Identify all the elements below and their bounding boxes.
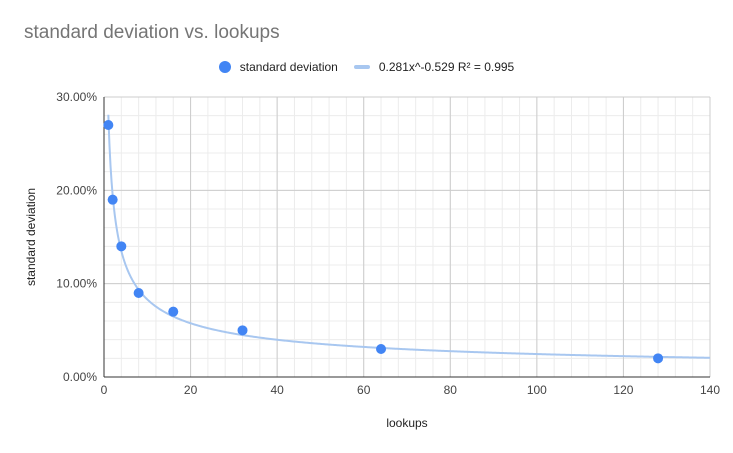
y-axis-title: standard deviation bbox=[24, 188, 38, 286]
y-tick-label: 10.00% bbox=[56, 277, 97, 291]
data-point bbox=[116, 241, 127, 252]
data-point bbox=[103, 120, 114, 130]
data-point bbox=[376, 344, 387, 354]
legend-trendline-marker bbox=[353, 65, 370, 69]
data-point bbox=[168, 306, 179, 317]
legend-series-label: standard deviation bbox=[239, 60, 338, 74]
x-axis-title: lookups bbox=[386, 416, 427, 430]
x-tick-label: 100 bbox=[527, 383, 547, 397]
x-tick-label: 20 bbox=[184, 383, 198, 397]
x-tick-label: 140 bbox=[700, 383, 720, 397]
legend: standard deviation 0.281x^-0.529 R² = 0.… bbox=[0, 60, 733, 74]
x-tick-label: 60 bbox=[357, 383, 371, 397]
legend-series-marker bbox=[218, 61, 231, 73]
trendline bbox=[107, 114, 710, 359]
data-point bbox=[107, 194, 118, 205]
data-point bbox=[653, 353, 664, 364]
legend-item-series[interactable]: standard deviation bbox=[218, 60, 338, 74]
x-tick-label: 0 bbox=[101, 383, 108, 397]
y-tick-label: 0.00% bbox=[63, 370, 97, 384]
chart-title: standard deviation vs. lookups bbox=[24, 22, 280, 43]
data-point bbox=[133, 288, 144, 298]
data-point bbox=[237, 325, 248, 336]
x-tick-label: 80 bbox=[444, 383, 458, 397]
x-tick-label: 40 bbox=[270, 383, 284, 397]
x-tick-label: 120 bbox=[613, 383, 633, 397]
y-tick-label: 30.00% bbox=[56, 90, 97, 104]
legend-trendline-label: 0.281x^-0.529 R² = 0.995 bbox=[378, 60, 515, 74]
y-tick-label: 20.00% bbox=[56, 183, 97, 197]
legend-item-trendline[interactable]: 0.281x^-0.529 R² = 0.995 bbox=[353, 60, 515, 74]
